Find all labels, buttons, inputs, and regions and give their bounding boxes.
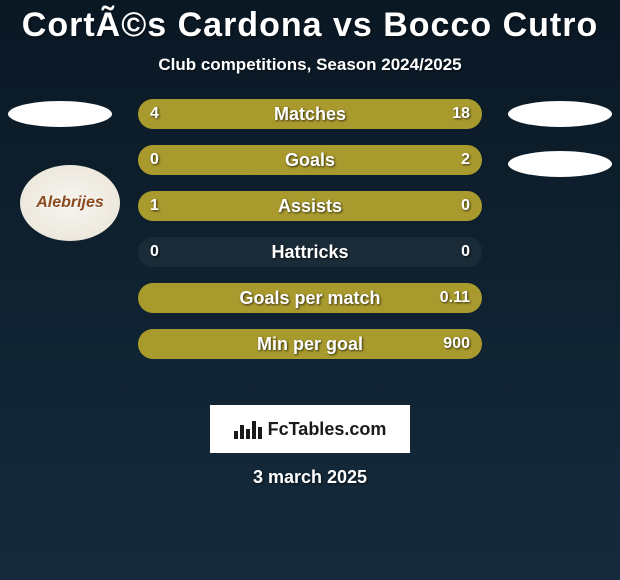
- right-team-badge-2: [508, 151, 612, 177]
- page-date: 3 march 2025: [0, 467, 620, 488]
- stat-bar-label: Hattricks: [138, 237, 482, 267]
- page-subtitle: Club competitions, Season 2024/2025: [0, 55, 620, 75]
- brand-badge: FcTables.com: [210, 405, 410, 453]
- left-team-logo: Alebrijes: [20, 165, 120, 241]
- stat-bar-row: Assists10: [138, 191, 482, 221]
- page-title: CortÃ©s Cardona vs Bocco Cutro: [0, 0, 620, 45]
- stat-bar-fill-right: [138, 145, 482, 175]
- stat-bars-container: Matches418 Goals02 Assists10 Hattricks0 0 Goa…: [138, 99, 482, 375]
- page-root: CortÃ©s Cardona vs Bocco Cutro Club comp…: [0, 0, 620, 580]
- stat-bar-fill-left: [138, 99, 201, 129]
- brand-text: FcTables.com: [268, 419, 387, 440]
- left-team-badge-small: [8, 101, 112, 127]
- stat-bar-row: Min per goal900: [138, 329, 482, 359]
- stat-bar-row: Goals02: [138, 145, 482, 175]
- stat-bar-row: Hattricks0 0: [138, 237, 482, 267]
- stat-bar-value-left: 0: [150, 237, 159, 267]
- left-team-logo-text: Alebrijes: [36, 194, 104, 212]
- right-team-badge-1: [508, 101, 612, 127]
- stat-bar-row: Goals per match0.11: [138, 283, 482, 313]
- stat-bar-fill-right: [201, 99, 482, 129]
- stat-bar-fill-left: [138, 191, 482, 221]
- stat-bar-fill-right: [138, 329, 482, 359]
- stat-bar-value-right: 0: [461, 237, 470, 267]
- stat-bar-row: Matches418: [138, 99, 482, 129]
- stat-bar-fill-right: [138, 283, 482, 313]
- bar-chart-icon: [234, 419, 262, 439]
